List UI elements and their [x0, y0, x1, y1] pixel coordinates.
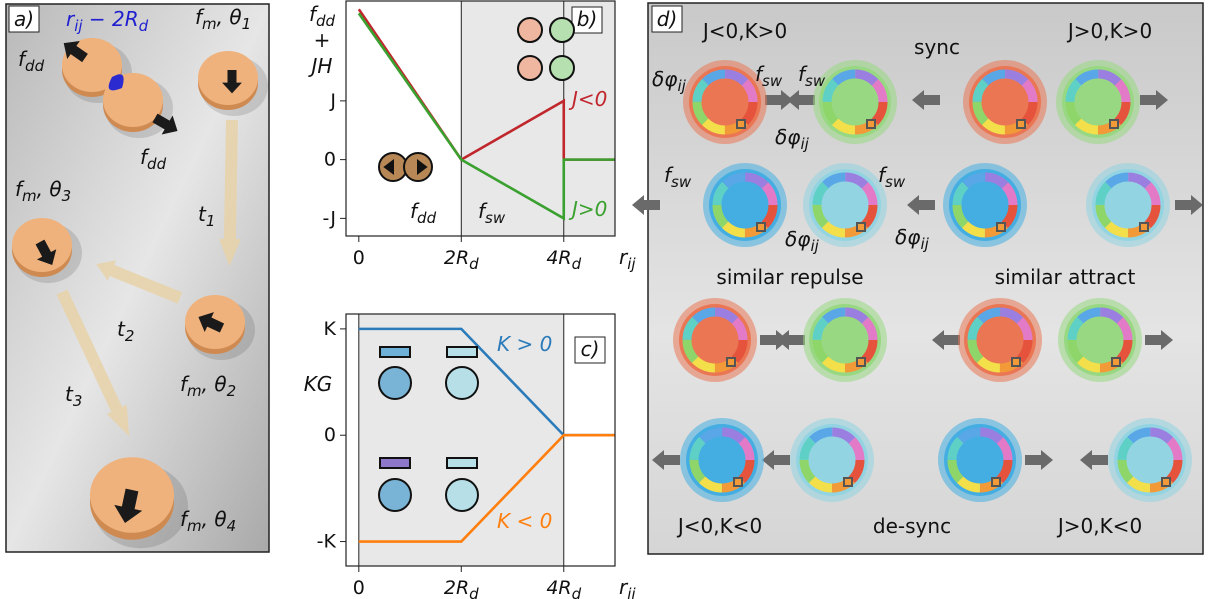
regime-label: sync	[914, 35, 960, 59]
x-tick-label: 2Rd	[444, 247, 479, 273]
case-label: J<0,K<0	[676, 514, 762, 538]
y-tick-label: -K	[317, 530, 337, 552]
panel-d: d) J<0,K>0 J>0,K>0 J<0,K<0 J>0,K<0 sync …	[632, 3, 1203, 554]
figure: a) rij − 2Rd fdd fdd fm, θ1 fm, θ3 fm, θ…	[0, 0, 1208, 599]
series-label: J>0	[568, 197, 607, 221]
y-axis-label: +	[314, 28, 331, 52]
regime-label: similar attract	[995, 265, 1136, 289]
x-tick-label: 0	[353, 577, 365, 599]
y-tick-label: 0	[324, 148, 336, 170]
x-axis-label: rij	[619, 575, 636, 599]
regime-label: similar repulse	[716, 265, 863, 289]
regime-label: de-sync	[873, 514, 951, 538]
y-axis-label: KG	[304, 372, 333, 396]
case-label: J>0,K>0	[1066, 19, 1152, 43]
annotation: fdd	[410, 199, 437, 227]
case-label: J<0,K>0	[701, 19, 787, 43]
x-tick-label: 4Rd	[546, 247, 581, 273]
panel-label: d)	[657, 7, 678, 31]
panel-a: a) rij − 2Rd fdd fdd fm, θ1 fm, θ3 fm, θ…	[6, 4, 269, 552]
series-label: J<0	[568, 87, 607, 111]
panel-label: b)	[577, 7, 598, 31]
x-tick-label: 4Rd	[546, 577, 581, 599]
panel-label: c)	[581, 337, 600, 361]
x-axis-label: rij	[619, 245, 636, 273]
series-label: K > 0	[497, 332, 552, 356]
x-tick-label: 2Rd	[444, 577, 479, 599]
y-tick-label: K	[324, 317, 337, 339]
panel-label: a)	[14, 7, 34, 31]
x-tick-label: 0	[353, 247, 365, 269]
y-axis-label: fdd	[309, 2, 336, 30]
case-label: J>0,K<0	[1056, 514, 1142, 538]
series-label: K < 0	[497, 509, 552, 533]
y-tick-label: J	[329, 89, 336, 111]
y-tick-label: 0	[324, 424, 336, 446]
y-tick-label: -J	[322, 207, 336, 229]
y-axis-label: JH	[308, 54, 333, 78]
